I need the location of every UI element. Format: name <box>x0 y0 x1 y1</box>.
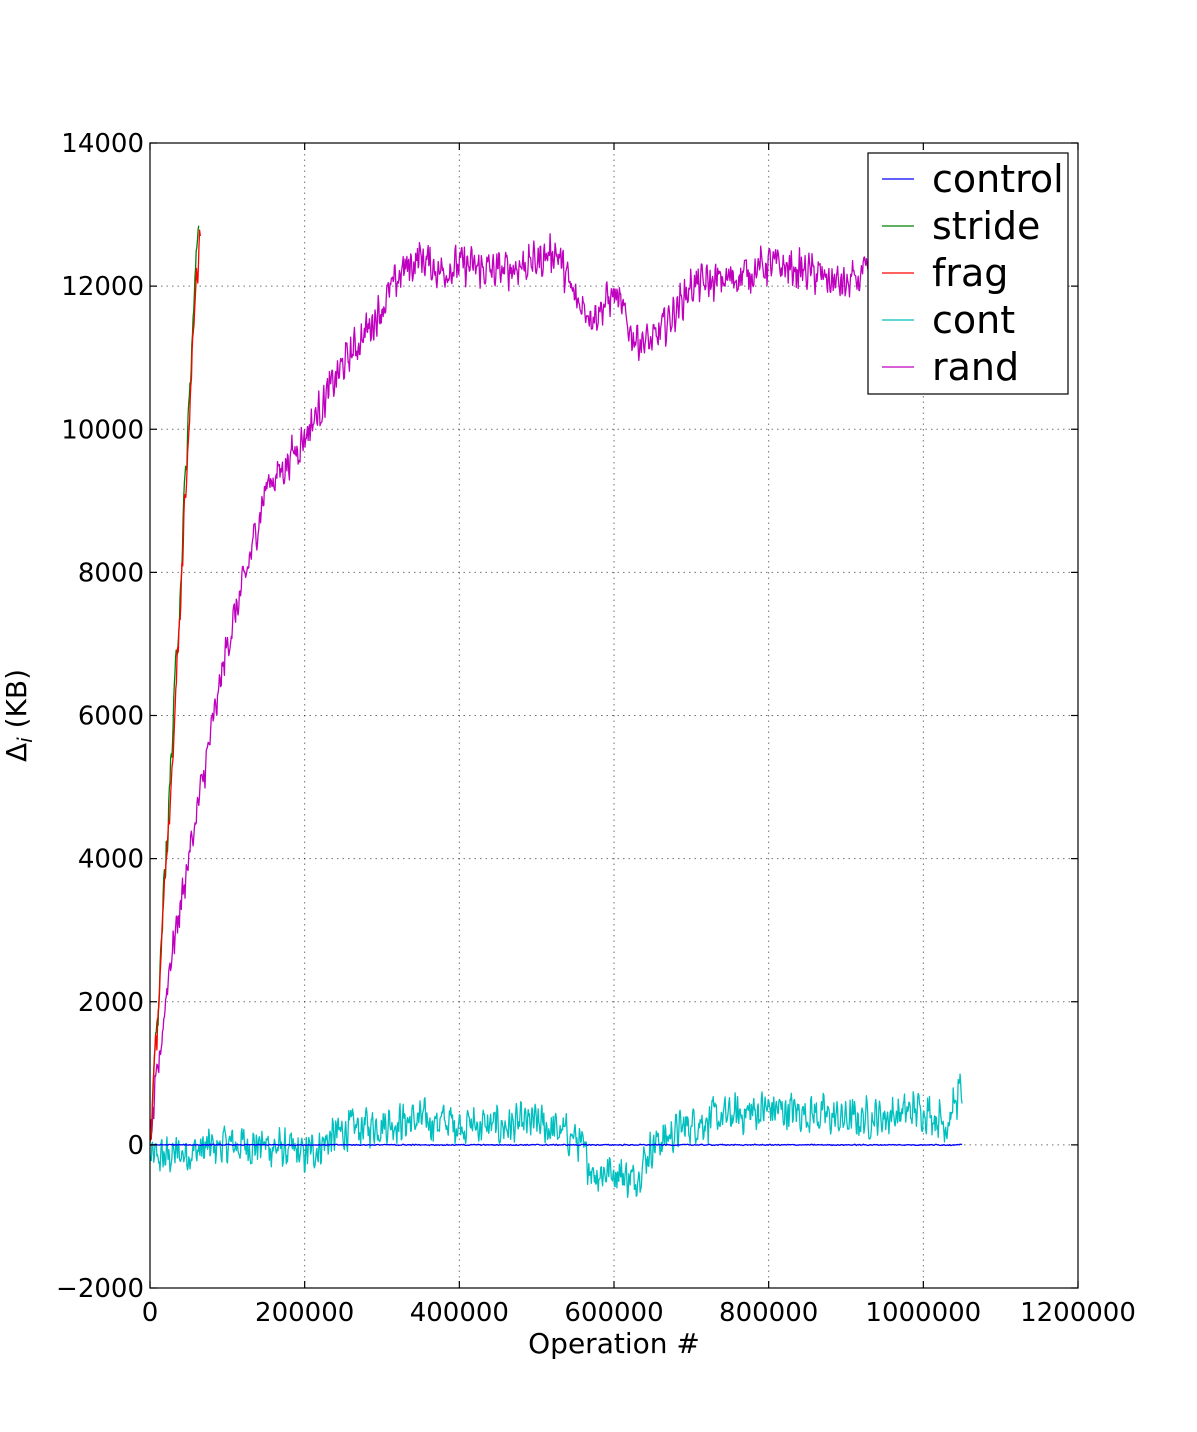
legend-entry-stride: stride <box>882 204 1040 248</box>
x-axis-label: Operation # <box>528 1327 700 1360</box>
y-tick-label: 10000 <box>61 415 144 445</box>
legend-label: rand <box>932 345 1019 389</box>
series-line-frag <box>150 229 201 1142</box>
legend-label: control <box>932 157 1064 201</box>
y-tick-label: 14000 <box>61 129 144 159</box>
series-lines <box>150 225 963 1198</box>
legend-entry-control: control <box>882 157 1064 201</box>
y-axis-label-symbol: Δ <box>0 743 33 762</box>
y-tick-label: 2000 <box>78 988 144 1018</box>
legend-label: stride <box>932 204 1040 248</box>
legend-label: cont <box>932 298 1015 342</box>
legend-label: frag <box>932 251 1008 295</box>
legend-entry-rand: rand <box>882 345 1019 389</box>
y-tick-label: 4000 <box>78 845 144 875</box>
x-tick-label: 1000000 <box>865 1298 981 1328</box>
series-line-rand <box>150 233 963 1135</box>
x-tick-label: 600000 <box>564 1298 663 1328</box>
y-tick-label: 12000 <box>61 272 144 302</box>
x-tick-label: 1200000 <box>1020 1298 1136 1328</box>
y-tick-label: 6000 <box>78 702 144 732</box>
y-axis-label-subscript: i <box>13 737 37 743</box>
y-axis-label: Δi (KB) <box>0 669 37 762</box>
series-line-cont <box>150 1073 963 1198</box>
x-tick-label: 400000 <box>410 1298 509 1328</box>
axis-ticks: 0 200000 400000 600000 800000 1000000 1200000 −… <box>56 129 1136 1328</box>
x-tick-label: 0 <box>142 1298 159 1328</box>
y-tick-label: 8000 <box>78 558 144 588</box>
legend-entry-frag: frag <box>882 251 1008 295</box>
x-tick-label: 200000 <box>255 1298 354 1328</box>
y-axis-label-unit: (KB) <box>0 669 33 737</box>
y-tick-label: −2000 <box>56 1274 144 1304</box>
y-tick-label: 0 <box>127 1131 144 1161</box>
series-line-control <box>150 1143 963 1147</box>
legend-entry-cont: cont <box>882 298 1015 342</box>
x-tick-label: 800000 <box>719 1298 818 1328</box>
